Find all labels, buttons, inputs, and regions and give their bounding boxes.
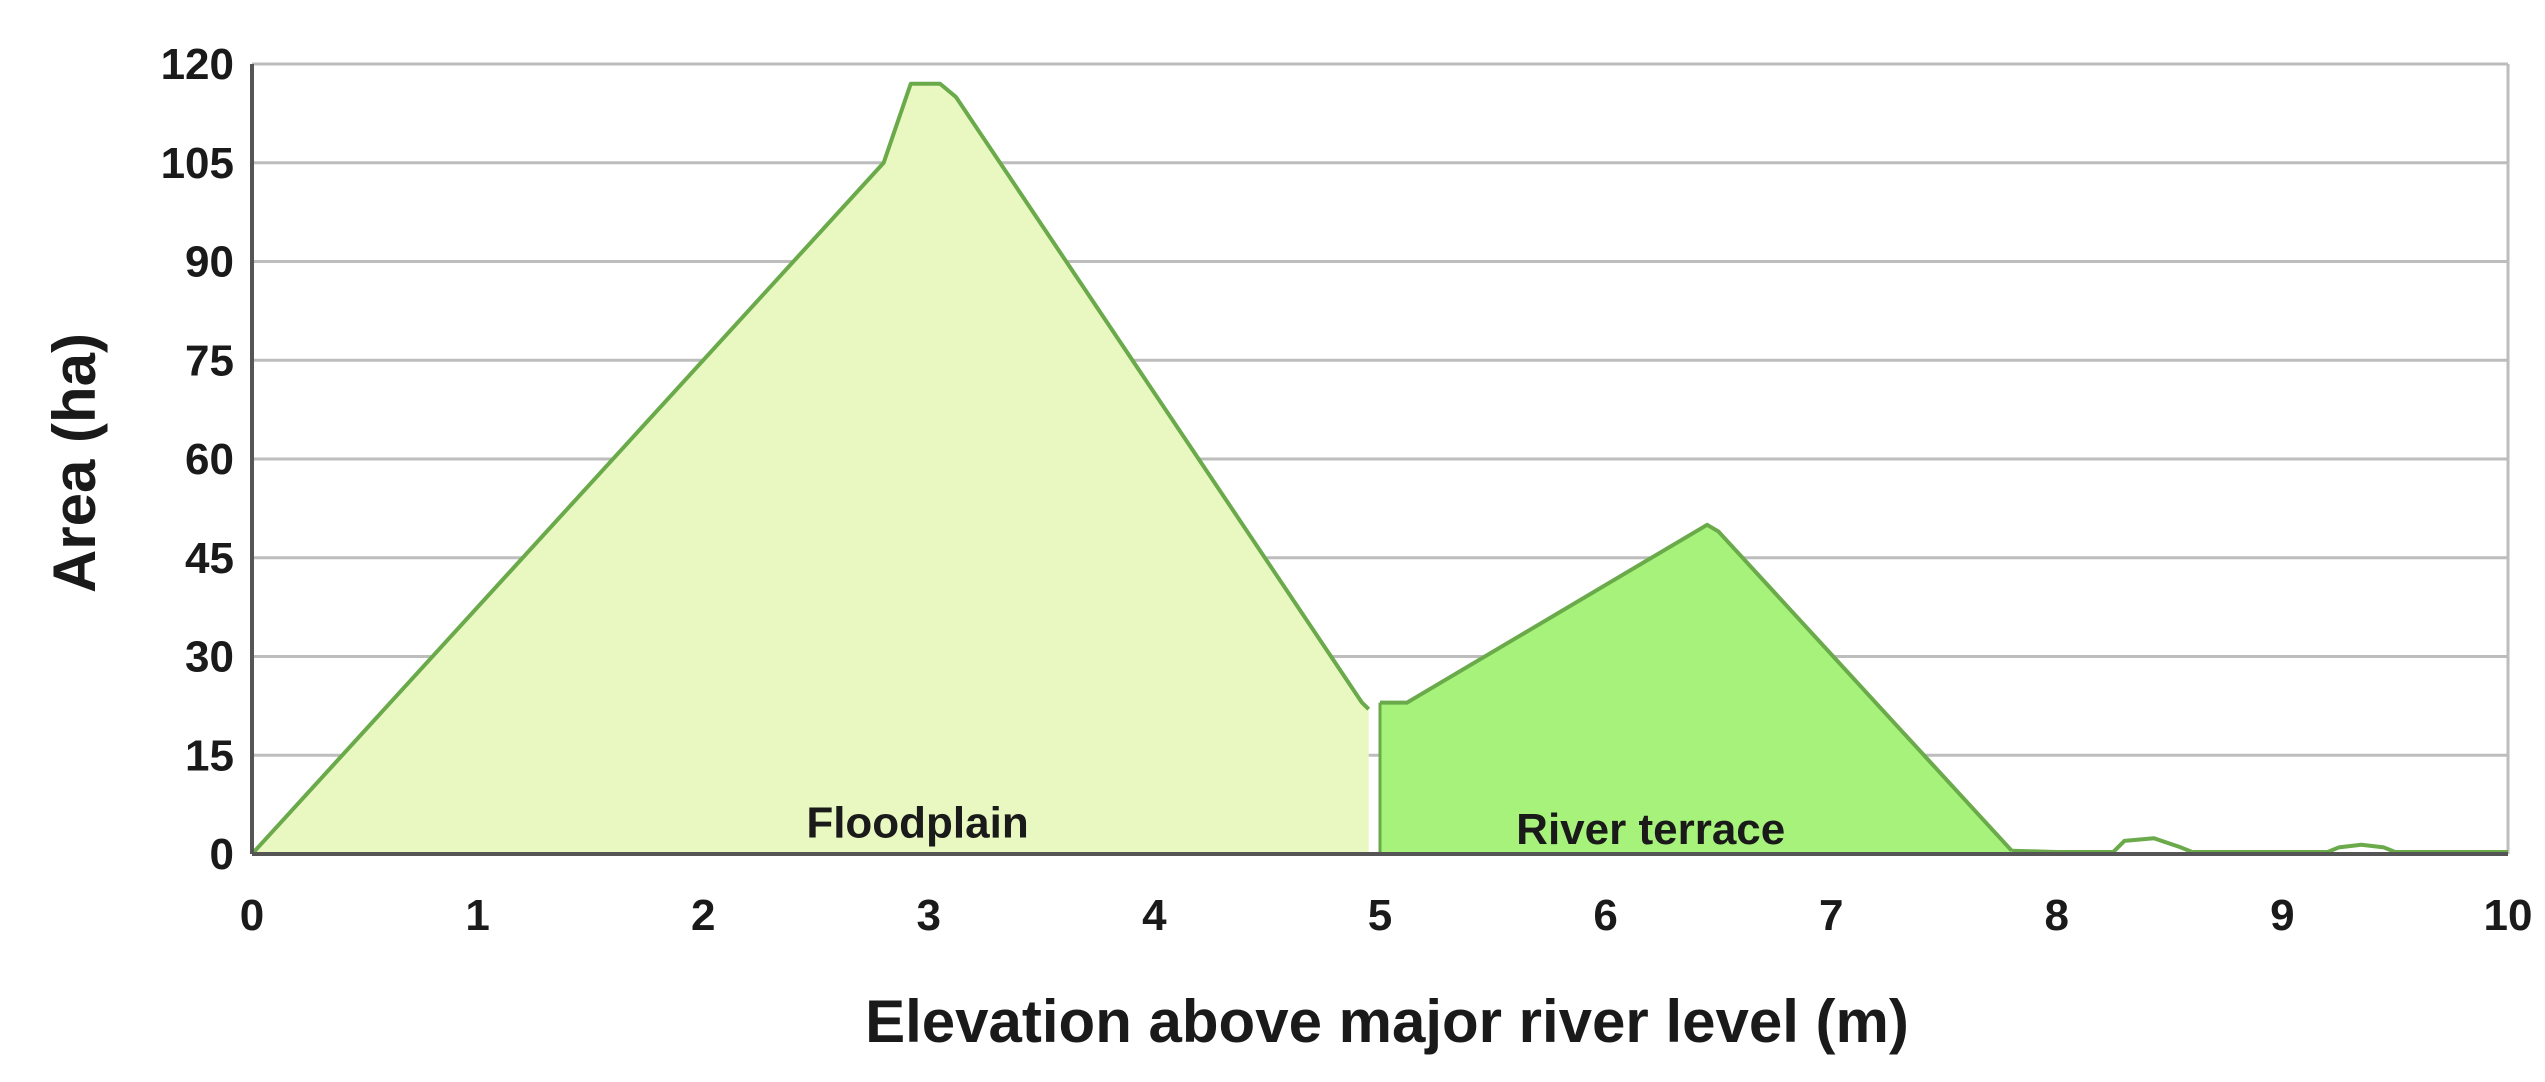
- x-tick-8: 8: [2045, 891, 2069, 940]
- x-tick-3: 3: [917, 891, 941, 940]
- area-series: [250, 81, 2508, 856]
- x-tick-1: 1: [465, 891, 489, 940]
- area-outline-1: [250, 81, 1371, 856]
- y-tick-0: 0: [210, 830, 234, 879]
- x-tick-4: 4: [1142, 891, 1167, 940]
- y-tick-105: 105: [161, 139, 234, 188]
- area-fill-3: [2011, 838, 2508, 854]
- x-tick-0: 0: [240, 891, 264, 940]
- y-tick-60: 60: [185, 435, 234, 484]
- region-labels: Floodplain River terrace: [806, 799, 1785, 855]
- x-axis-title: Elevation above major river level (m): [865, 988, 1909, 1055]
- axes: [250, 64, 2508, 856]
- y-axis-title: Area (ha): [41, 333, 108, 593]
- x-tick-5: 5: [1368, 891, 1392, 940]
- y-tick-120: 120: [161, 40, 234, 89]
- floodplain-label: Floodplain: [806, 799, 1028, 848]
- area-fill-1: [252, 83, 1369, 854]
- river-terrace-label: River terrace: [1516, 805, 1785, 854]
- y-tick-30: 30: [185, 633, 234, 682]
- x-tick-labels: 0 1 2 3 4 5 6 7 8 9 10: [240, 891, 2533, 940]
- area-fill-2: [1380, 524, 2012, 854]
- y-tick-labels: 0 15 30 45 60 75 90 105 120: [161, 40, 234, 879]
- y-tick-75: 75: [185, 336, 234, 385]
- y-tick-90: 90: [185, 238, 234, 287]
- area-outline-2: [1380, 522, 2014, 853]
- x-tick-7: 7: [1819, 891, 1843, 940]
- x-tick-2: 2: [691, 891, 715, 940]
- x-tick-6: 6: [1593, 891, 1617, 940]
- y-tick-45: 45: [185, 534, 234, 583]
- x-tick-10: 10: [2484, 891, 2533, 940]
- x-tick-9: 9: [2270, 891, 2294, 940]
- area-outline-3: [2011, 836, 2508, 855]
- y-tick-15: 15: [185, 731, 234, 780]
